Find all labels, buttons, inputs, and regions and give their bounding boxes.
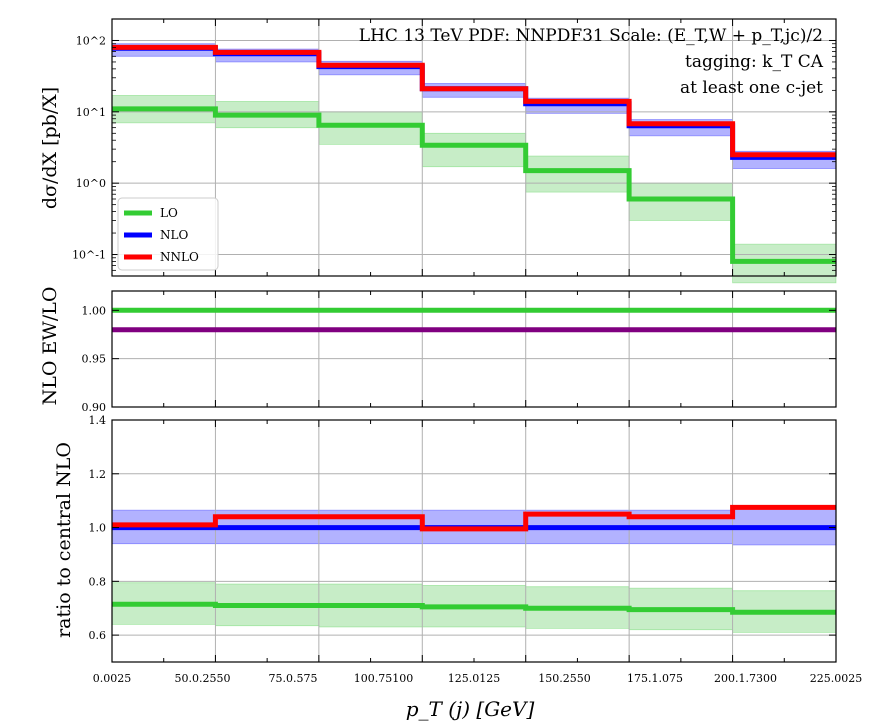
y-tick-label: 1.2 [89,468,107,481]
series-line-nnlo-ratio [112,504,836,532]
legend-label-lo: LO [160,206,178,220]
legend-frame [117,197,219,271]
x-tick-label: 100.75100 [354,672,414,685]
y-tick-label: 10^1 [76,106,106,119]
y-tick-label: 0.8 [89,575,107,588]
x-tick-label: 125.0125 [448,672,501,685]
series-line-lo-ratio [112,601,836,615]
y-tick-label: 1.00 [82,304,107,317]
y-tick-label: 0.6 [89,629,107,642]
annotation-line-2: tagging: k_T CA [685,52,824,72]
x-tick-label: 200.1.7300 [714,672,777,685]
y-tick-label: 1.4 [89,414,107,427]
y-tick-label: 10^0 [76,177,106,190]
y-tick-label: 10^2 [76,34,106,47]
x-tick-label: 175.1.075 [627,672,683,685]
y-tick-label: 10^-1 [72,249,106,262]
legend-label-nlo: NLO [160,228,188,242]
series-line-nnlo-main [112,44,836,158]
y-tick-label: 0.95 [82,353,107,366]
series-lines-layer [112,44,836,615]
x-tick-label: 225.0025 [810,672,863,685]
x-tick-label: 75.0.575 [269,672,318,685]
x-tick-label: 50.0.2550 [175,672,231,685]
uncertainty-bands-layer [111,43,837,633]
y-tick-label: 0.90 [82,401,107,414]
y-axis-title-ew: NLO EW/LO [39,287,61,406]
y-tick-label: 1.0 [89,522,107,535]
x-tick-label: 0.0025 [93,672,132,685]
y-axis-title-main: dσ/dX [pb/X] [39,87,61,209]
annotation-line-3: at least one c-jet [680,78,823,98]
series-line-lo-main [112,106,836,264]
legend-label-nnlo: NNLO [160,250,199,264]
y-axis-title-ratio: ratio to central NLO [53,442,75,638]
x-axis-title: p_T (j) [GeV] [406,697,535,721]
legend: LO NLO NNLO [117,197,219,271]
annotation-line-1: LHC 13 TeV PDF: NNPDF31 Scale: (E_T,W + … [359,26,823,46]
x-tick-label: 150.2550 [538,672,591,685]
ticks-layer: 10^-1 10^0 10^1 10^2 0.90 0.95 1.00 0.6 0.8 1.0 1.… [72,19,862,685]
